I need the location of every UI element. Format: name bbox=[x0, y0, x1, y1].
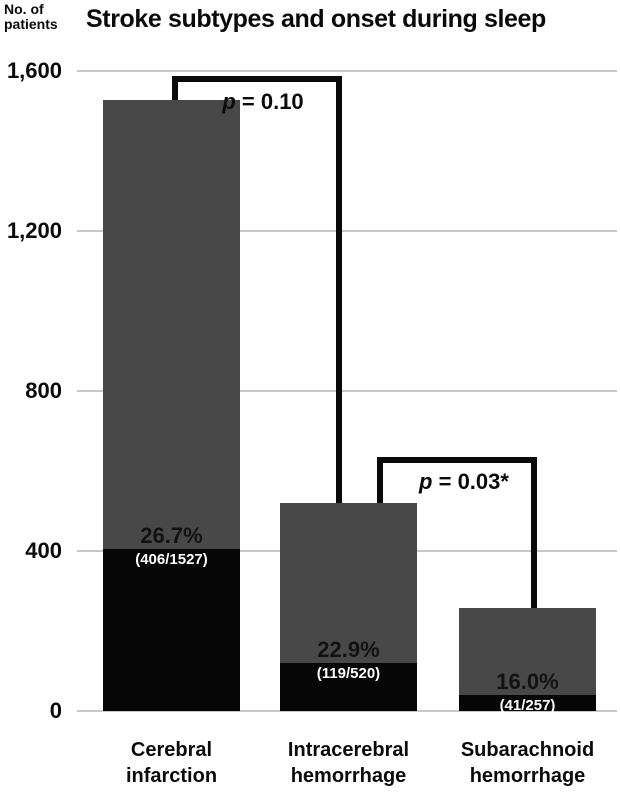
bar-sleep-onset-0 bbox=[103, 548, 240, 711]
bar-sleep-onset-1 bbox=[280, 663, 417, 711]
x-category-label-2: Subarachnoid hemorrhage bbox=[460, 739, 595, 787]
y-tick-label-1,200: 1,200 bbox=[6, 218, 62, 243]
chart-title: Stroke subtypes and onset during sleep bbox=[86, 5, 546, 33]
sig-bracket-0-right-leg bbox=[336, 76, 342, 503]
fraction-label-0: (406/1527) bbox=[135, 550, 208, 568]
y-axis-title-line1: No. of bbox=[4, 1, 44, 17]
pct-label-1: 22.9% bbox=[317, 637, 380, 663]
p-symbol-1: p bbox=[419, 469, 433, 494]
fraction-label-1: (119/520) bbox=[316, 665, 381, 683]
sig-bracket-0-left-leg bbox=[172, 76, 178, 101]
fraction-label-2: (41/257) bbox=[499, 696, 556, 714]
pct-label-2: 16.0% bbox=[496, 668, 559, 694]
gridline-1,600 bbox=[77, 70, 617, 72]
sig-bracket-1-right-leg bbox=[531, 457, 537, 609]
gridline-800 bbox=[77, 390, 617, 392]
gridline-1,200 bbox=[77, 230, 617, 232]
p-value-text-0: = 0.10 bbox=[235, 89, 304, 114]
bar-total-2 bbox=[459, 608, 596, 711]
sig-bracket-1-top bbox=[377, 457, 537, 463]
y-axis-title-line2: patients bbox=[4, 16, 58, 32]
bar-sleep-onset-2 bbox=[459, 694, 596, 711]
x-category-label-0: Cerebral infarction bbox=[125, 739, 218, 787]
p-value-label-0: p = 0.10 bbox=[222, 89, 303, 115]
sig-bracket-1-left-leg bbox=[377, 457, 383, 503]
p-value-label-1: p = 0.03* bbox=[419, 469, 509, 495]
p-symbol-0: p bbox=[222, 89, 236, 114]
y-tick-label-0: 0 bbox=[49, 698, 62, 723]
p-value-text-1: = 0.03* bbox=[432, 469, 509, 494]
sig-bracket-0-top bbox=[172, 76, 342, 82]
y-axis-title: No. of patients bbox=[4, 2, 84, 32]
y-tick-label-800: 800 bbox=[25, 378, 62, 403]
gridline-0 bbox=[77, 710, 617, 712]
pct-label-0: 26.7% bbox=[140, 522, 203, 548]
y-tick-label-400: 400 bbox=[25, 538, 62, 563]
x-category-label-1: Intracerebral hemorrhage bbox=[287, 739, 410, 787]
y-tick-label-1,600: 1,600 bbox=[6, 58, 62, 83]
